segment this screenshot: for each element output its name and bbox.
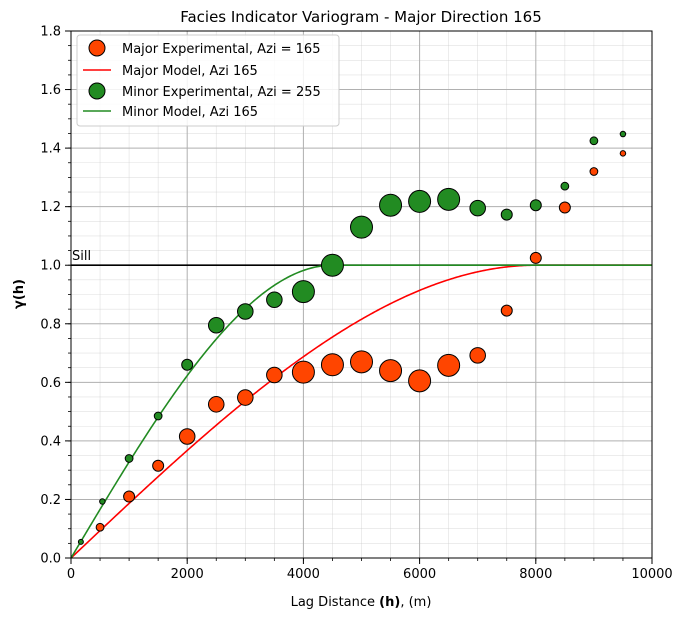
y-tick-label: 1.8: [40, 25, 61, 40]
legend-marker-major-experimental: [88, 39, 106, 57]
point-major-experimental-azi-165: [379, 359, 403, 383]
point-major-experimental-azi-165: [320, 353, 344, 377]
y-tick-label: 0.0: [40, 552, 61, 567]
y-tick-label: 0.6: [40, 376, 61, 391]
y-tick-label: 1.2: [40, 200, 61, 215]
legend-box: [76, 34, 340, 127]
y-tick-label: 0.4: [40, 434, 61, 449]
x-tick-label: 10000: [631, 567, 672, 582]
axis-tick-labels: 0 2000 4000 6000 8000 10000 0.0 0.2 0.4 0.6 0.8 1.0…: [40, 25, 672, 583]
legend-label-major-model: Major Model, Azi 165: [122, 64, 258, 79]
point-minor-experimental-azi-255: [181, 358, 194, 371]
point-minor-experimental-azi-255: [619, 130, 627, 138]
point-minor-experimental-azi-255: [437, 187, 461, 211]
point-major-experimental-azi-165: [152, 459, 165, 472]
y-tick-label: 0.8: [40, 317, 61, 332]
x-axis-label-bold: (h): [379, 595, 400, 610]
legend-entry-major-experimental: Major Experimental, Azi = 165: [88, 39, 320, 57]
point-major-experimental-azi-165: [207, 396, 225, 413]
point-major-experimental-azi-165: [500, 304, 513, 317]
point-minor-experimental-azi-255: [529, 199, 542, 212]
point-minor-experimental-azi-255: [589, 136, 599, 146]
point-minor-experimental-azi-255: [77, 538, 84, 545]
point-major-experimental-azi-165: [529, 251, 542, 264]
point-minor-experimental-azi-255: [379, 193, 403, 217]
point-major-experimental-azi-165: [178, 428, 196, 445]
point-minor-experimental-azi-255: [266, 291, 283, 309]
legend-label-minor-model: Minor Model, Azi 165: [122, 105, 258, 120]
axis-ticks: [65, 30, 653, 564]
point-minor-experimental-azi-255: [500, 208, 513, 221]
x-axis-label-suffix: , (m): [400, 595, 431, 610]
y-tick-label: 1.0: [40, 259, 61, 274]
point-major-experimental-azi-165: [469, 347, 486, 364]
point-minor-experimental-azi-255: [207, 316, 225, 334]
point-major-experimental-azi-165: [437, 353, 461, 377]
x-axis-label-prefix: Lag Distance: [291, 595, 380, 610]
point-minor-experimental-azi-255: [153, 411, 163, 421]
chart-title: Facies Indicator Variogram - Major Direc…: [180, 8, 542, 26]
point-major-experimental-azi-165: [266, 366, 283, 384]
point-major-experimental-azi-165: [350, 350, 373, 374]
point-minor-experimental-azi-255: [124, 454, 134, 463]
point-minor-experimental-azi-255: [320, 253, 344, 277]
point-minor-experimental-azi-255: [237, 303, 254, 320]
legend-label-major-experimental: Major Experimental, Azi = 165: [122, 42, 320, 57]
point-major-experimental-azi-165: [589, 167, 599, 176]
y-axis-label: γ(h): [12, 279, 27, 309]
model-curves: [70, 264, 652, 559]
experimental-points: [77, 130, 627, 545]
legend-entry-minor-model: Minor Model, Azi 165: [83, 105, 258, 120]
x-tick-label: 6000: [403, 567, 436, 582]
point-major-experimental-azi-165: [123, 490, 136, 503]
legend-entry-minor-experimental: Minor Experimental, Azi = 255: [88, 82, 321, 100]
x-tick-label: 2000: [171, 567, 204, 582]
y-tick-label: 0.2: [40, 493, 61, 508]
model-curve-minor-model-azi-165: [70, 264, 652, 559]
point-major-experimental-azi-165: [291, 360, 315, 384]
x-axis-label: Lag Distance (h), (m): [291, 595, 432, 610]
legend: Major Experimental, Azi = 165 Major Mode…: [76, 34, 340, 127]
point-minor-experimental-azi-255: [291, 280, 315, 304]
point-major-experimental-azi-165: [95, 522, 105, 532]
sill-label: Sill: [72, 249, 91, 264]
point-major-experimental-azi-165: [619, 150, 627, 157]
y-tick-label: 1.4: [40, 142, 61, 157]
point-major-experimental-azi-165: [237, 389, 254, 406]
point-major-experimental-azi-165: [558, 201, 571, 214]
legend-label-minor-experimental: Minor Experimental, Azi = 255: [122, 85, 321, 100]
point-minor-experimental-azi-255: [560, 181, 570, 191]
x-tick-label: 0: [67, 567, 75, 582]
point-minor-experimental-azi-255: [350, 215, 373, 239]
legend-entry-major-model: Major Model, Azi 165: [83, 64, 258, 79]
x-tick-label: 8000: [519, 567, 552, 582]
point-major-experimental-azi-165: [408, 369, 432, 393]
legend-marker-minor-experimental: [88, 82, 106, 100]
point-minor-experimental-azi-255: [408, 189, 432, 213]
x-tick-label: 4000: [287, 567, 320, 582]
point-minor-experimental-azi-255: [99, 498, 106, 505]
point-minor-experimental-azi-255: [469, 199, 486, 217]
y-tick-label: 1.6: [40, 83, 61, 98]
